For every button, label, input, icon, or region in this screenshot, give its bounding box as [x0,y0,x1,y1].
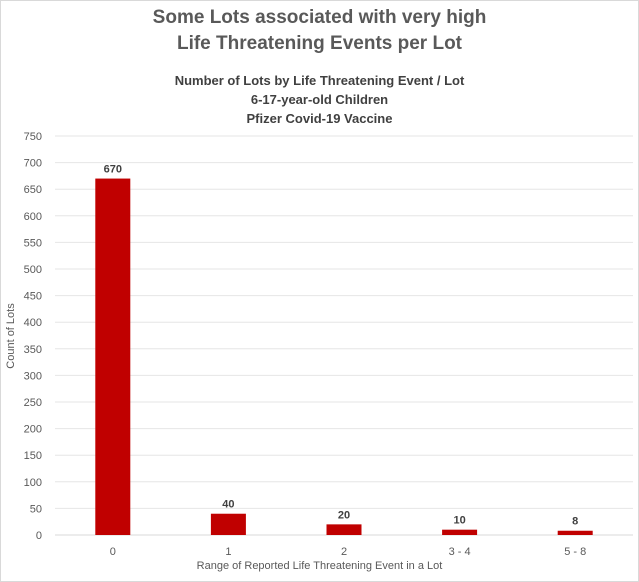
y-tick-label: 700 [24,158,42,170]
x-axis-label: Range of Reported Life Threatening Event… [196,560,443,572]
x-tick-label: 5 - 8 [564,546,586,558]
y-tick-label: 100 [24,477,42,489]
data-label: 20 [338,509,350,521]
x-tick-label: 1 [225,546,231,558]
y-tick-label: 150 [24,450,42,462]
data-label: 10 [453,515,465,527]
data-label: 8 [572,516,578,528]
chart-title-line2: Life Threatening Events per Lot [176,33,463,54]
bar [326,524,362,535]
y-axis-label: Count of Lots [5,303,17,369]
bar [557,530,593,535]
y-tick-label: 350 [24,344,42,356]
y-tick-label: 200 [24,424,42,436]
y-tick-label: 550 [24,237,42,249]
bar [95,178,131,535]
y-tick-label: 500 [24,264,42,276]
y-tick-label: 250 [24,397,42,409]
chart-subtitle-line2: 6-17-year-old Children [250,92,389,107]
data-label: 670 [104,164,122,176]
y-tick-label: 650 [24,184,42,196]
x-tick-label: 2 [341,546,347,558]
y-tick-label: 750 [24,131,42,143]
y-tick-label: 300 [24,370,42,382]
data-label: 40 [222,499,234,511]
y-tick-label: 50 [30,503,42,515]
x-tick-label: 0 [110,546,116,558]
y-tick-label: 450 [24,291,42,303]
y-tick-label: 600 [24,211,42,223]
chart-subtitle-line3: Pfizer Covid-19 Vaccine [246,111,393,126]
x-tick-label: 3 - 4 [449,546,471,558]
bar [442,529,478,535]
y-tick-label: 0 [36,530,42,542]
bar [210,513,246,535]
chart-title: Some Lots associated with very high [152,7,487,28]
y-tick-label: 400 [24,317,42,329]
chart-subtitle-line1: Number of Lots by Life Threatening Event… [174,73,465,88]
